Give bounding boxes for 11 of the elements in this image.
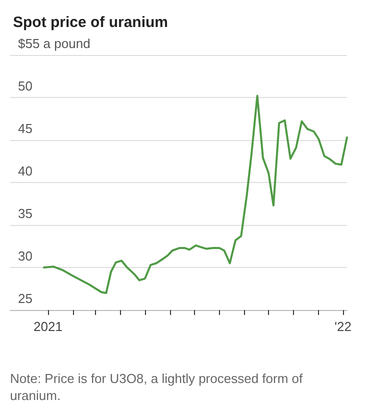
- y-tick-label: 30: [18, 248, 32, 264]
- y-tick-label: 40: [18, 164, 32, 178]
- y-tick-label: $55 a pound: [18, 36, 90, 51]
- y-tick-label: 45: [18, 121, 32, 136]
- y-tick-label: 35: [18, 206, 32, 221]
- x-tick-label: 2021: [34, 319, 62, 334]
- chart-title: Spot price of uranium: [13, 14, 168, 31]
- text: Note: Price is for U3O8, a lightly processed form of uranium.: [10, 371, 306, 403]
- x-tick-label: '22: [334, 319, 352, 334]
- y-tick-label: 25: [18, 291, 32, 306]
- y-tick-label: 50: [18, 78, 32, 94]
